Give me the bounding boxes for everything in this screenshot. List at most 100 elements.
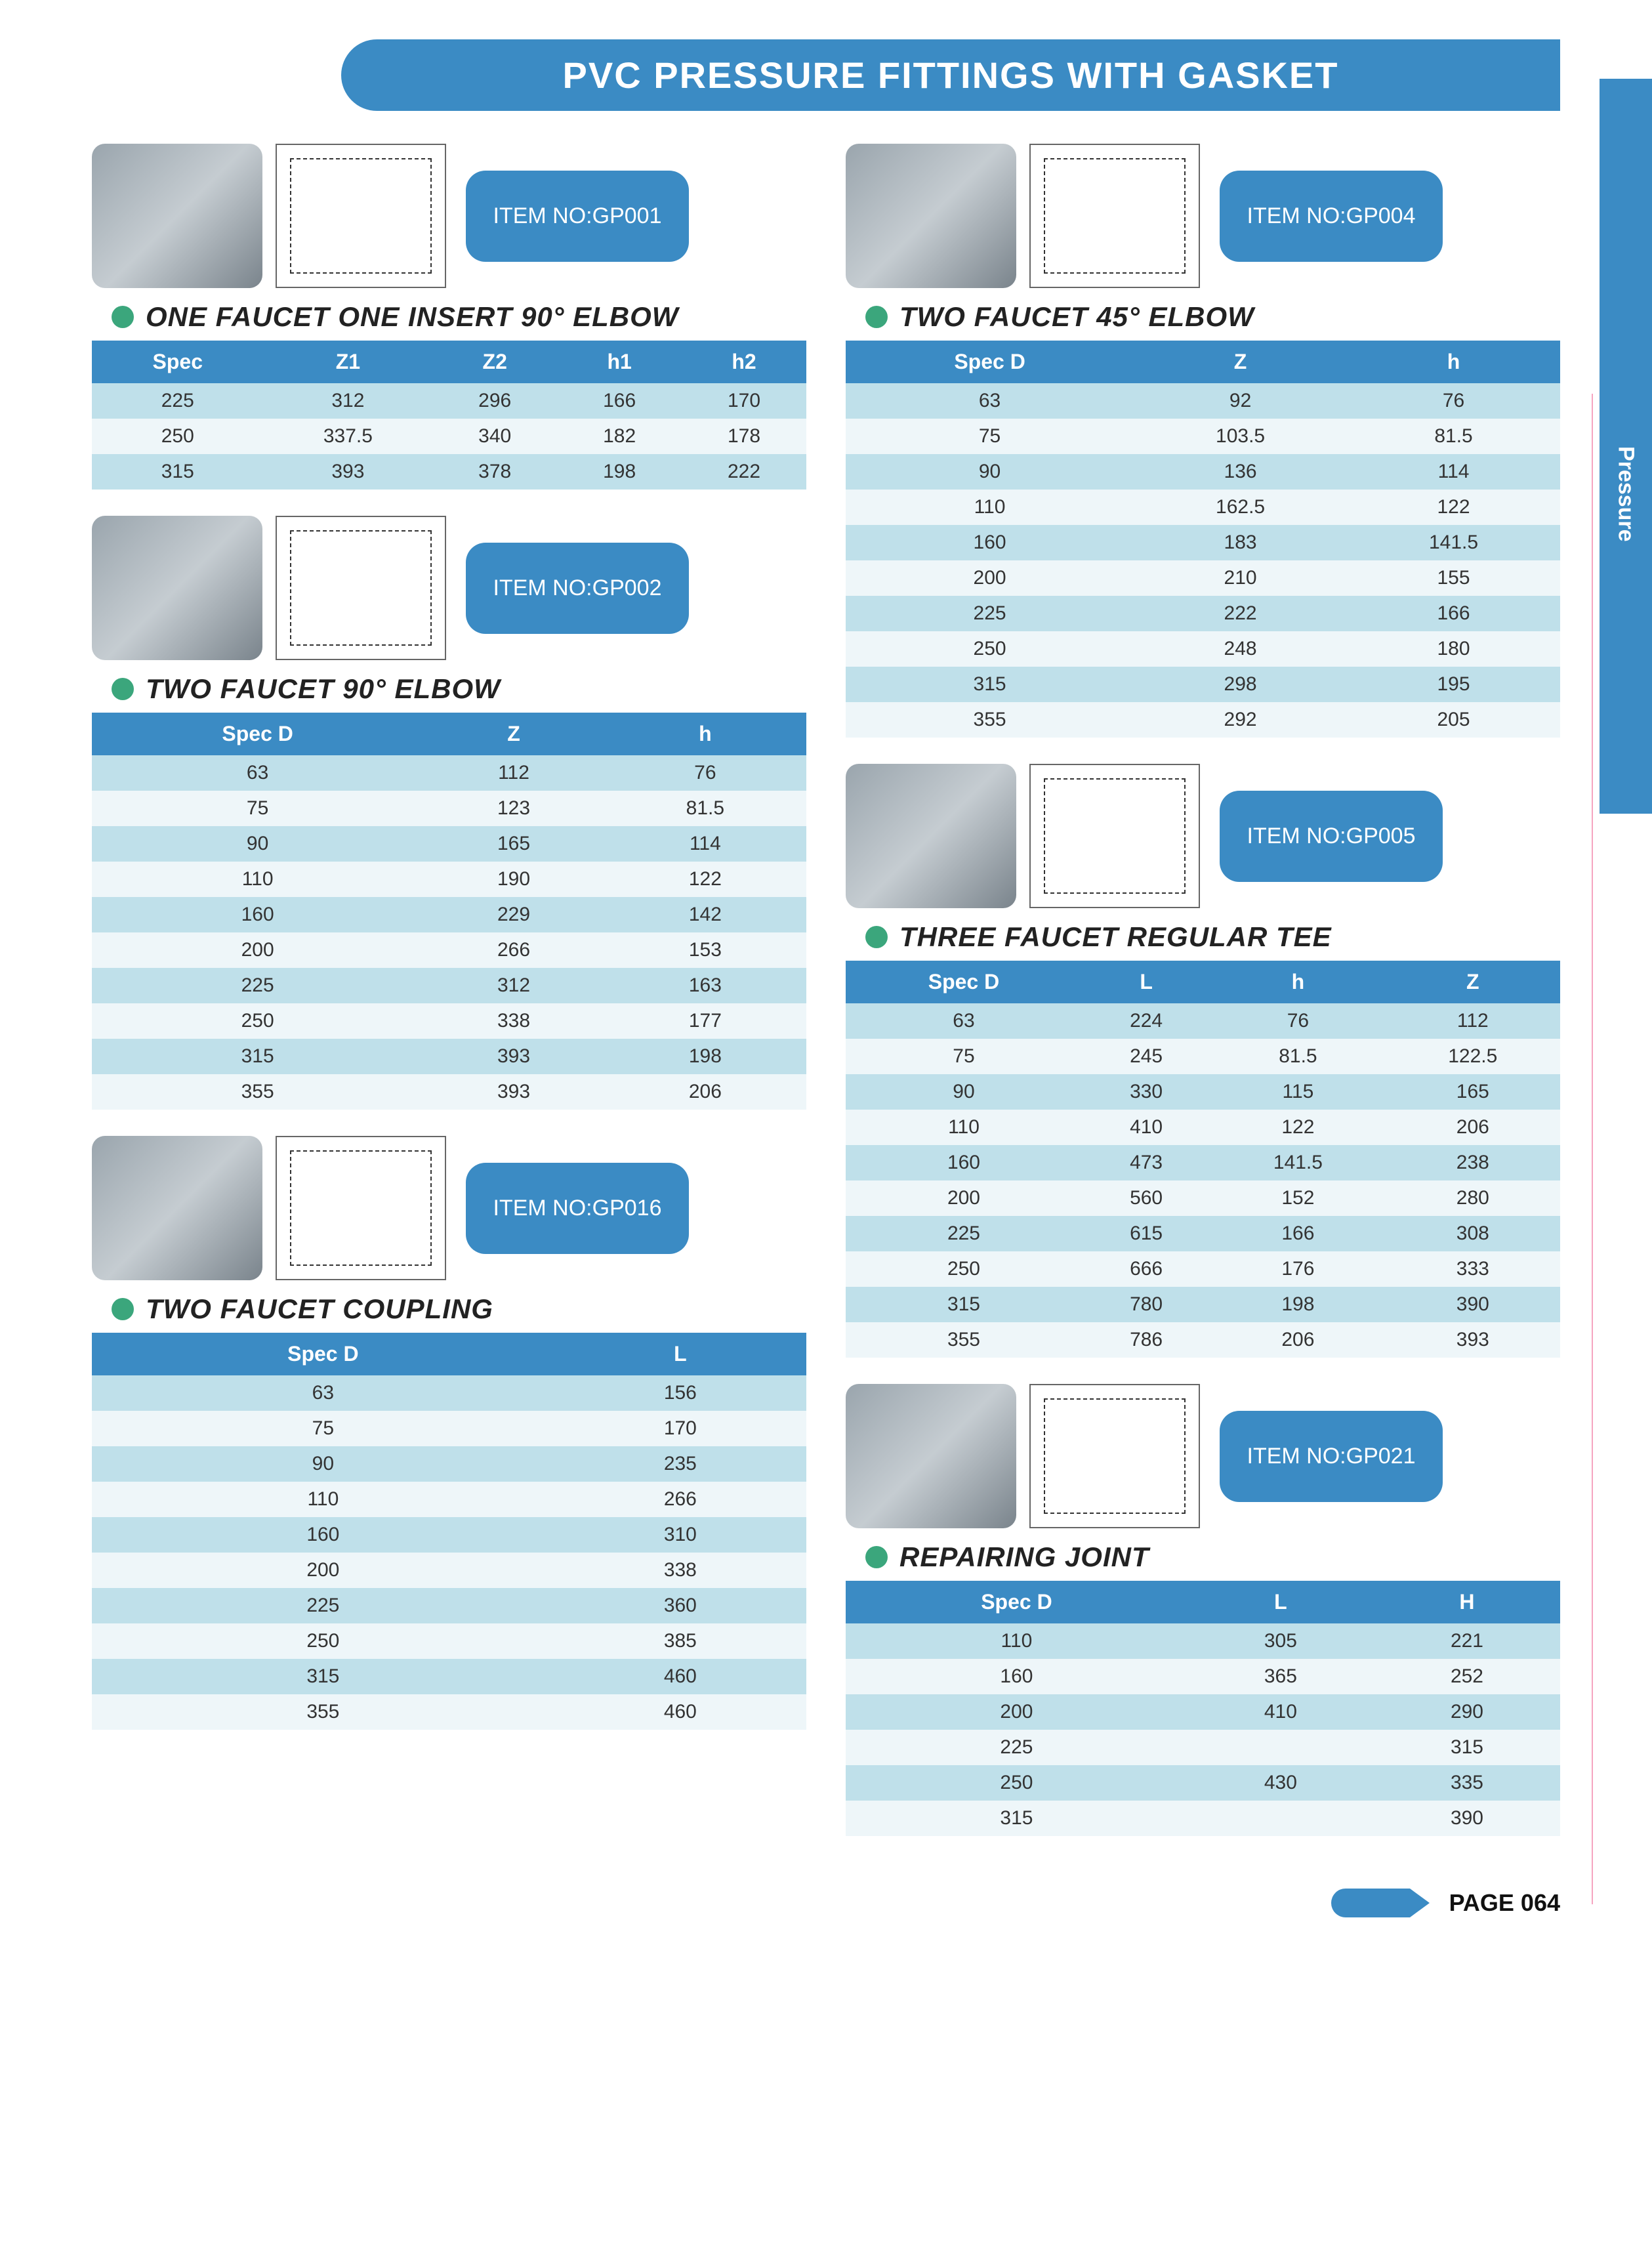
table-cell: 222 [682,454,806,490]
page-number: PAGE 064 [1449,1889,1560,1917]
table-cell: 338 [554,1553,806,1588]
section-title: TWO FAUCET 90° ELBOW [112,673,806,705]
table-header-cell: Spec D [92,713,423,755]
table-cell: 292 [1134,702,1347,738]
table-cell: 355 [92,1694,554,1730]
table-row: 250385 [92,1623,806,1659]
table-cell: 81.5 [1347,419,1560,454]
table-row: 200410290 [846,1694,1560,1730]
table-cell: 75 [846,1039,1082,1074]
table-cell: 198 [557,454,682,490]
table-row: 225615166308 [846,1216,1560,1251]
spec-table-gp002: Spec DZh63112767512381.59016511411019012… [92,713,806,1110]
table-cell: 290 [1374,1694,1560,1730]
table-cell: 170 [682,383,806,419]
product-diagram [276,516,446,660]
table-cell: 103.5 [1134,419,1347,454]
table-header-cell: h1 [557,341,682,383]
table-row: 110266 [92,1482,806,1517]
table-cell: 122 [1210,1110,1385,1145]
table-cell: 165 [423,826,604,862]
product-photo [846,1384,1016,1528]
table-cell: 110 [846,1623,1187,1659]
table-cell: 112 [1386,1003,1560,1039]
table-cell: 222 [1134,596,1347,631]
table-cell: 250 [92,419,264,454]
product-header-gp021: ITEM NO:GP021 [846,1384,1560,1528]
table-cell: 365 [1187,1659,1374,1694]
page-footer: PAGE 064 [92,1889,1560,1917]
section-heading: THREE FAUCET REGULAR TEE [899,921,1332,953]
table-cell: 160 [92,897,423,932]
table-cell: 393 [1386,1322,1560,1358]
product-header-gp005: ITEM NO:GP005 [846,764,1560,908]
table-cell: 183 [1134,525,1347,560]
table-cell: 250 [92,1623,554,1659]
table-cell: 337.5 [264,419,433,454]
table-cell: 335 [1374,1765,1560,1801]
table-cell: 76 [1210,1003,1385,1039]
table-cell: 385 [554,1623,806,1659]
table-cell: 224 [1082,1003,1210,1039]
table-cell: 81.5 [1210,1039,1385,1074]
table-header-cell: Spec [92,341,264,383]
table-cell: 136 [1134,454,1347,490]
section-title: THREE FAUCET REGULAR TEE [865,921,1560,953]
table-header-cell: H [1374,1581,1560,1623]
table-cell: 156 [554,1375,806,1411]
table-cell: 166 [557,383,682,419]
table-cell: 473 [1082,1145,1210,1180]
table-cell: 225 [846,1730,1187,1765]
table-cell: 296 [432,383,557,419]
table-cell: 90 [92,1446,554,1482]
table-header-cell: L [554,1333,806,1375]
table-row: 315460 [92,1659,806,1694]
table-cell: 252 [1374,1659,1560,1694]
table-cell: 142 [604,897,806,932]
table-cell: 122 [1347,490,1560,525]
item-number-pill: ITEM NO:GP004 [1220,171,1443,262]
table-cell: 315 [92,1039,423,1074]
table-row: 200210155 [846,560,1560,596]
product-photo [92,1136,262,1280]
table-cell: 141.5 [1210,1145,1385,1180]
side-tab: Pressure [1600,79,1652,814]
item-number-pill: ITEM NO:GP001 [466,171,689,262]
product-photo [92,144,262,288]
table-cell: 160 [846,525,1134,560]
table-header-cell: Spec D [846,1581,1187,1623]
table-cell: 75 [92,791,423,826]
table-cell: 780 [1082,1287,1210,1322]
table-row: 355786206393 [846,1322,1560,1358]
table-cell: 81.5 [604,791,806,826]
table-cell: 250 [846,631,1134,667]
item-number-pill: ITEM NO:GP021 [1220,1411,1443,1502]
section-title: TWO FAUCET 45° ELBOW [865,301,1560,333]
table-row: 250248180 [846,631,1560,667]
product-photo [92,516,262,660]
table-header-cell: h [604,713,806,755]
table-header-cell: Spec D [846,961,1082,1003]
table-cell: 315 [846,1801,1187,1836]
table-cell [1187,1801,1374,1836]
table-cell: 178 [682,419,806,454]
table-row: 250338177 [92,1003,806,1039]
table-cell: 182 [557,419,682,454]
table-cell: 200 [846,1180,1082,1216]
table-cell: 786 [1082,1322,1210,1358]
table-cell: 63 [92,1375,554,1411]
table-row: 7524581.5122.5 [846,1039,1560,1074]
table-row: 315298195 [846,667,1560,702]
table-cell: 153 [604,932,806,968]
table-row: 225312296166170 [92,383,806,419]
table-cell: 225 [92,968,423,1003]
decorative-border [1592,394,1593,1904]
table-header-cell: h2 [682,341,806,383]
table-row: 160473141.5238 [846,1145,1560,1180]
table-row: 63156 [92,1375,806,1411]
table-cell: 308 [1386,1216,1560,1251]
table-cell: 110 [846,490,1134,525]
table-cell: 266 [423,932,604,968]
table-row: 110305221 [846,1623,1560,1659]
table-header-cell: Spec D [846,341,1134,383]
